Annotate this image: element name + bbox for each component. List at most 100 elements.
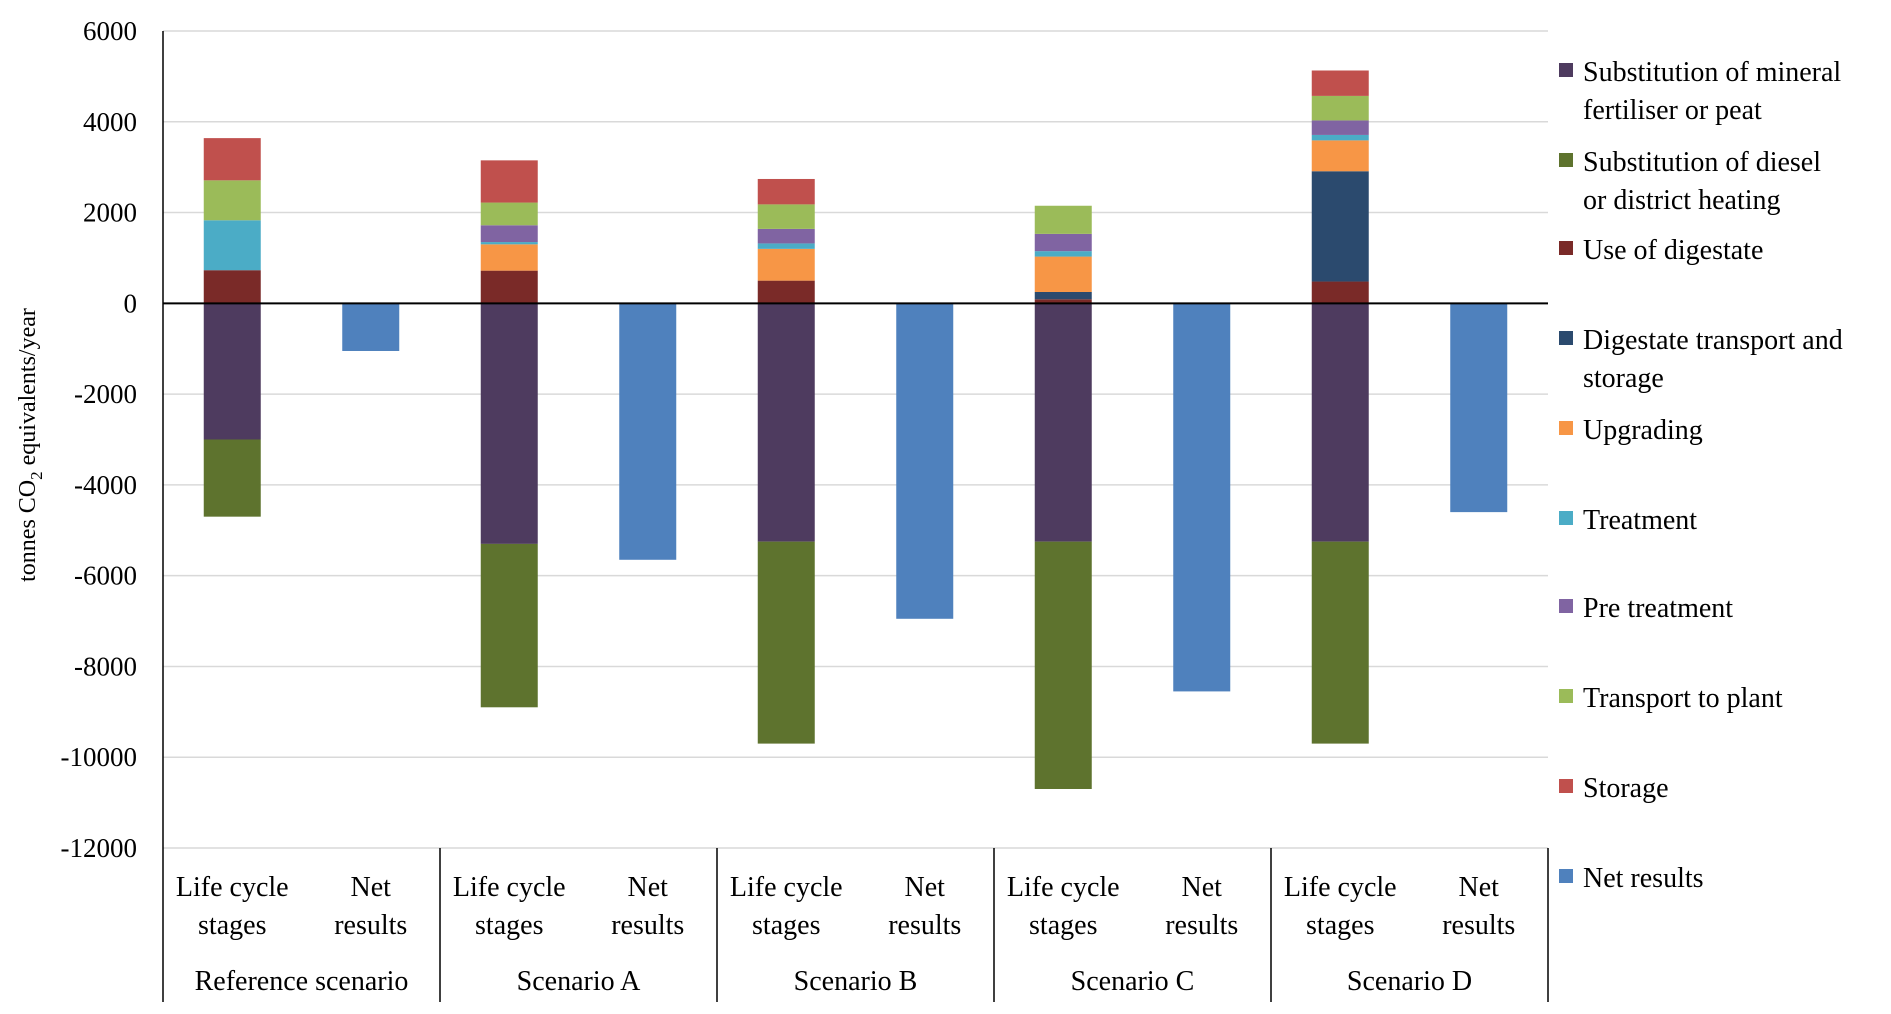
gridlines (163, 30, 1548, 849)
legend-swatch (1559, 331, 1573, 345)
y-tick-label: -8000 (74, 651, 137, 681)
bar-segment (1311, 303, 1369, 542)
bar-segment (1311, 171, 1369, 282)
bar-segment (1311, 140, 1369, 172)
bar-segment (480, 543, 538, 708)
bar-segment (480, 202, 538, 226)
legend-label: Storage (1583, 773, 1669, 804)
bar-segment (203, 220, 261, 271)
bar-segment (1034, 233, 1092, 252)
axes (162, 31, 1549, 1002)
bar-segment (480, 303, 538, 544)
category-label: Net (351, 872, 392, 903)
bar-segment (757, 541, 815, 744)
bar-segment (203, 439, 261, 517)
bar-segment (1311, 120, 1369, 135)
bar-segment (1034, 541, 1092, 789)
bar-segment (757, 178, 815, 205)
y-tick-label: 0 (124, 288, 138, 318)
bar-segment (1173, 303, 1231, 692)
bar-segment (1311, 541, 1369, 744)
bar-segment (757, 243, 815, 249)
bar-segment (757, 228, 815, 244)
bar-segment (1034, 256, 1092, 292)
bar-segment (1450, 303, 1508, 513)
x-axis-categories: Life cycle stages Net results Life cycle stag… (176, 872, 1515, 997)
bar-segment (1311, 281, 1369, 304)
bar-segment (480, 160, 538, 203)
legend-swatch (1559, 153, 1573, 167)
bar-segment (896, 303, 954, 619)
category-label: stages (1029, 910, 1097, 941)
bar-segment (757, 303, 815, 542)
bar-segment (757, 204, 815, 229)
bar-segment (1034, 251, 1092, 257)
y-tick-label: 2000 (83, 198, 137, 228)
group-label: Scenario D (1347, 966, 1472, 997)
legend-label: Upgrading (1583, 415, 1703, 446)
category-label: Life cycle (1007, 872, 1120, 903)
bar-segment (203, 180, 261, 221)
legend-swatch (1559, 241, 1573, 255)
group-label: Reference scenario (195, 966, 409, 997)
bar-segment (480, 244, 538, 271)
group-label: Scenario C (1071, 966, 1195, 997)
legend: Substitution of mineral fertiliser or pea… (1559, 57, 1843, 894)
category-label: Life cycle (730, 872, 843, 903)
legend-swatch (1559, 63, 1573, 77)
legend-label: Transport to plant (1583, 683, 1783, 714)
y-tick-label: 4000 (83, 107, 137, 137)
bar-segment (1311, 70, 1369, 96)
y-axis-label-part-1: tonnes CO (15, 480, 41, 582)
legend-swatch (1559, 511, 1573, 525)
category-label: Net (905, 872, 946, 903)
category-label: results (611, 910, 684, 941)
category-label: results (1165, 910, 1238, 941)
bar-segment (480, 242, 538, 245)
category-label: Net (1182, 872, 1223, 903)
bar-segment (1034, 299, 1092, 304)
y-axis-ticks: 6000 4000 2000 0 -2000 -4000 -6000 -8000 -10000 -… (61, 16, 138, 863)
bar-segment (203, 270, 261, 304)
category-label: stages (198, 910, 266, 941)
legend-label: storage (1583, 363, 1664, 394)
legend-label: or district heating (1583, 185, 1781, 216)
y-axis-label: tonnes CO2 equivalents/year (15, 308, 46, 582)
legend-label: fertiliser or peat (1583, 95, 1762, 126)
category-label: Life cycle (453, 872, 566, 903)
legend-label: Digestate transport and (1583, 325, 1843, 356)
y-tick-label: -2000 (74, 379, 137, 409)
y-tick-label: -4000 (74, 470, 137, 500)
group-label: Scenario B (794, 966, 918, 997)
y-axis-label-part-2: equivalents/year (15, 308, 41, 471)
legend-swatch (1559, 869, 1573, 883)
legend-swatch (1559, 421, 1573, 435)
bar-segment (1034, 303, 1092, 542)
category-label: results (888, 910, 961, 941)
y-tick-label: -12000 (61, 833, 138, 863)
group-label: Scenario A (517, 966, 641, 997)
bar-segment (1034, 291, 1092, 300)
bar-segment (757, 248, 815, 281)
bars (203, 70, 1508, 789)
y-tick-label: 6000 (83, 16, 137, 46)
y-axis-label-subscript: 2 (27, 471, 46, 480)
y-tick-label: -6000 (74, 561, 137, 591)
category-label: Life cycle (176, 872, 289, 903)
category-label: Net (628, 872, 669, 903)
category-label: Life cycle (1284, 872, 1397, 903)
legend-swatch (1559, 779, 1573, 793)
bar-segment (480, 270, 538, 304)
legend-label: Substitution of mineral (1583, 57, 1841, 88)
legend-label: Treatment (1583, 505, 1697, 536)
category-label: results (1442, 910, 1515, 941)
category-label: stages (752, 910, 820, 941)
bar-segment (1034, 205, 1092, 234)
category-label: stages (475, 910, 543, 941)
legend-label: Net results (1583, 863, 1704, 894)
bar-segment (480, 225, 538, 243)
bar-segment (619, 303, 677, 560)
legend-label: Use of digestate (1583, 235, 1763, 266)
legend-swatch (1559, 689, 1573, 703)
